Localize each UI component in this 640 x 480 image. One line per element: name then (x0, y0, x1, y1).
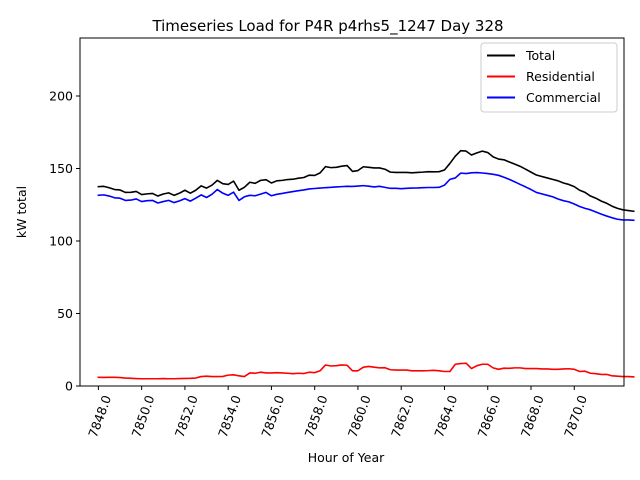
y-tick-label: 150 (49, 161, 73, 176)
plot-frame (79, 37, 625, 387)
legend-box (480, 42, 618, 113)
y-axis: 0 50 100 150 200 (49, 89, 80, 394)
y-tick-label: 0 (65, 379, 73, 394)
y-axis-label: kW total (14, 186, 29, 238)
y-tick-label: 200 (49, 89, 73, 104)
axes-layer (79, 37, 625, 387)
series-line-residential (97, 362, 635, 380)
y-tick-label: 100 (49, 234, 73, 249)
legend-label-total: Total (525, 48, 555, 63)
legend-label-commercial: Commercial (526, 90, 601, 105)
series-layer (97, 149, 635, 380)
y-tick-label: 50 (57, 306, 73, 321)
series-line-commercial (97, 171, 635, 222)
x-axis-label: Hour of Year (308, 450, 385, 465)
chart-title: Timeseries Load for P4R p4rhs5_1247 Day … (151, 17, 503, 36)
series-line-total (97, 149, 635, 213)
legend-label-residential: Residential (526, 69, 595, 84)
legend: Total Residential Commercial (480, 42, 618, 113)
